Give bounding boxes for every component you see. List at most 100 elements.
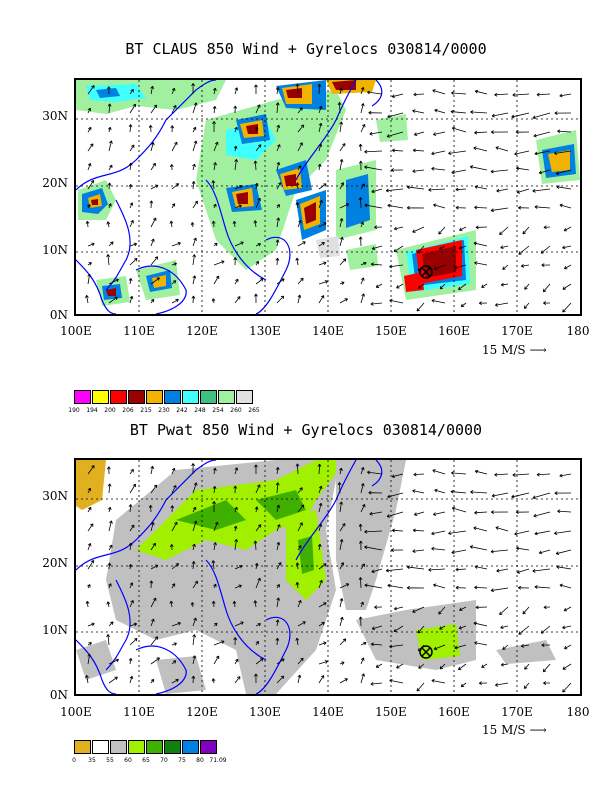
wind-arrow (191, 181, 196, 190)
wind-arrow (211, 678, 216, 684)
wind-arrow (514, 530, 530, 536)
wind-arrow (87, 622, 95, 627)
wind-arrow (360, 87, 365, 95)
p2-lat-10n: 10N (42, 623, 68, 637)
wind-arrow (364, 165, 383, 171)
wind-arrow (276, 204, 280, 209)
wind-arrow (469, 165, 488, 171)
wind-arrow (339, 583, 350, 589)
wind-arrow (276, 658, 285, 665)
wind-arrow (318, 242, 325, 247)
wind-arrow (543, 225, 551, 230)
wind-arrow (191, 463, 195, 475)
colorbar-label: 71.09 (209, 757, 227, 764)
wind-arrow (150, 142, 155, 152)
wind-arrow (339, 298, 348, 304)
wind-arrow (318, 122, 323, 133)
colorbar-label: 194 (86, 407, 98, 414)
wind-arrow (458, 663, 467, 671)
wind-arrow (451, 506, 467, 513)
wind-arrow (431, 546, 446, 551)
wind-arrow (87, 126, 92, 133)
wind-vectors (85, 83, 572, 313)
wind-arrow (475, 225, 488, 230)
wind-arrow (538, 549, 551, 555)
wind-arrow (428, 187, 446, 192)
p2-lon-180: 180 (566, 705, 590, 719)
wind-arrow (474, 205, 488, 210)
wind-arrow (563, 226, 572, 232)
wind-arrow (451, 549, 467, 555)
wind-arrow (297, 165, 302, 171)
wind-arrow (297, 107, 303, 114)
p2-ref-label: 15 M/S (482, 723, 526, 737)
colorbar-label: 265 (248, 407, 260, 414)
wind-arrow (275, 87, 280, 95)
wind-arrow (297, 522, 303, 532)
wind-arrow (554, 491, 572, 495)
wind-arrow (358, 523, 363, 532)
wind-arrow (459, 606, 467, 611)
wind-arrow (375, 663, 383, 668)
wind-arrow (275, 467, 280, 475)
wind-arrow (213, 622, 218, 627)
wind-arrow (192, 634, 197, 646)
wind-arrow (490, 130, 509, 134)
wind-arrow (370, 262, 383, 267)
wind-arrow (191, 83, 195, 95)
wind-arrow (542, 663, 551, 673)
wind-arrow (358, 143, 363, 152)
wind-arrow (470, 110, 488, 114)
wind-arrow (234, 538, 239, 551)
colorbar-label: 248 (194, 407, 206, 414)
wind-arrow (451, 169, 467, 175)
wind-arrow (339, 218, 344, 228)
wind-arrow (534, 585, 551, 589)
wind-arrow (385, 188, 404, 193)
p2-lon-100e: 100E (60, 705, 92, 719)
wind-arrow (128, 504, 133, 513)
wind-arrow (406, 565, 425, 570)
colorbar-swatch (200, 390, 217, 404)
wind-arrow (339, 281, 345, 285)
wind-arrow (213, 260, 225, 266)
wind-arrow (233, 105, 238, 114)
wind-arrow (364, 149, 383, 154)
colorbar-label: 70 (160, 757, 168, 764)
wind-arrow (128, 184, 133, 190)
wind-arrow (171, 642, 177, 646)
wind-arrow (556, 185, 572, 190)
wind-arrow (169, 544, 174, 551)
wind-arrow (171, 678, 179, 684)
wind-arrow (559, 473, 572, 478)
wind-arrow (412, 226, 425, 233)
wind-arrow (213, 87, 217, 95)
wind-arrow (360, 503, 366, 513)
wind-arrow (416, 302, 425, 312)
wind-arrow (297, 124, 305, 133)
wind-arrow (318, 295, 325, 304)
wind-arrow (474, 510, 488, 515)
wind-arrow (213, 275, 220, 285)
wind-arrow (433, 264, 446, 271)
wind-arrow (496, 568, 509, 573)
wind-arrow (255, 622, 262, 627)
wind-arrow (433, 203, 446, 209)
wind-arrow (532, 568, 551, 573)
wind-arrow (87, 506, 92, 513)
wind-arrow (87, 242, 95, 247)
wind-arrow (416, 682, 425, 692)
wind-arrow (393, 226, 404, 231)
colorbar-label: 35 (88, 757, 96, 764)
wind-arrow (562, 302, 572, 313)
colorbar-swatch (146, 740, 163, 754)
wind-arrow (534, 150, 551, 156)
gridlines (76, 460, 580, 694)
wind-arrow (391, 528, 404, 533)
wind-arrow (276, 524, 281, 532)
wind-arrow (233, 145, 238, 152)
wind-arrow (213, 542, 217, 551)
wind-arrow (339, 562, 345, 570)
wind-arrow (494, 682, 509, 687)
wind-arrow (474, 185, 488, 190)
